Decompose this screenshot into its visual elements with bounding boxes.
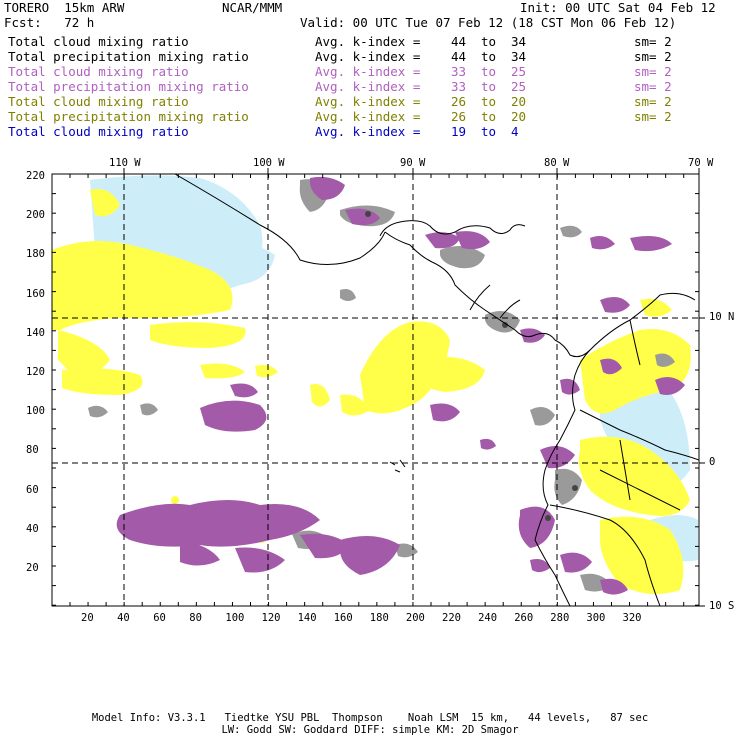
x-grid-label: 60 bbox=[153, 612, 166, 624]
lat-lon-grid bbox=[52, 174, 699, 606]
y-grid-label: 140 bbox=[26, 326, 45, 339]
legend-to-word: to bbox=[481, 64, 497, 79]
y-grid-label: 200 bbox=[26, 209, 45, 222]
legend-stat: Avg. k-index = bbox=[315, 34, 421, 49]
x-grid-label: 260 bbox=[514, 612, 534, 624]
legend-to-word: to bbox=[481, 34, 497, 49]
legend-from: 26 bbox=[451, 94, 467, 109]
forecast-hour: Fcst: 72 h bbox=[4, 15, 95, 30]
legend-to-word: to bbox=[481, 94, 497, 109]
legend-stat: Avg. k-index = bbox=[315, 94, 421, 109]
y-grid-label: 80 bbox=[26, 444, 39, 457]
x-grid-label: 80 bbox=[189, 612, 202, 624]
legend-sm: sm= 2 bbox=[634, 34, 672, 49]
legend-sm: sm= 2 bbox=[634, 49, 672, 64]
legend-to: 25 bbox=[511, 64, 527, 79]
legend-sm: sm= 2 bbox=[634, 79, 672, 94]
legend-to-word: to bbox=[481, 79, 497, 94]
yellow-field bbox=[52, 189, 691, 594]
legend-to: 4 bbox=[511, 124, 519, 139]
model-title: TORERO 15km ARW bbox=[4, 0, 125, 15]
x-grid-label: 280 bbox=[550, 612, 570, 624]
legend-field: Total precipitation mixing ratio bbox=[8, 79, 249, 94]
x-grid-label: 180 bbox=[369, 612, 389, 624]
y-grid-label: 220 bbox=[26, 170, 45, 182]
purple-field bbox=[116, 176, 685, 595]
lon-label-80w: 80 W bbox=[544, 157, 570, 169]
legend-from: 44 bbox=[451, 34, 467, 49]
legend-field: Total precipitation mixing ratio bbox=[8, 109, 249, 124]
lat-label-0: 0 bbox=[709, 456, 716, 468]
y-grid-label: 160 bbox=[26, 287, 45, 300]
x-grid-label: 160 bbox=[333, 612, 353, 624]
dark-cores bbox=[365, 211, 578, 521]
valid-time: Valid: 00 UTC Tue 07 Feb 12 (18 CST Mon … bbox=[300, 15, 677, 30]
y-grid-label: 20 bbox=[26, 562, 39, 574]
x-grid-label: 100 bbox=[225, 612, 245, 624]
lon-label-100w: 100 W bbox=[253, 157, 285, 169]
legend-to: 34 bbox=[511, 49, 527, 64]
lat-label-10s: 10 S bbox=[709, 600, 735, 612]
legend-to: 25 bbox=[511, 79, 527, 94]
legend-field: Total cloud mixing ratio bbox=[8, 124, 189, 139]
legend-field: Total precipitation mixing ratio bbox=[8, 49, 249, 64]
legend-field: Total cloud mixing ratio bbox=[8, 34, 189, 49]
legend-sm: sm= 2 bbox=[634, 109, 672, 124]
legend-from: 19 bbox=[451, 124, 467, 139]
y-grid-label: 180 bbox=[26, 248, 45, 261]
lat-label-10n: 10 N bbox=[709, 311, 735, 323]
legend-stat: Avg. k-index = bbox=[315, 64, 421, 79]
legend-to: 20 bbox=[511, 109, 527, 124]
legend-to-word: to bbox=[481, 124, 497, 139]
legend-stat: Avg. k-index = bbox=[315, 79, 421, 94]
legend-from: 33 bbox=[451, 79, 467, 94]
lon-label-90w: 90 W bbox=[400, 157, 426, 169]
y-grid-label: 100 bbox=[26, 405, 45, 418]
x-grid-label: 40 bbox=[117, 612, 130, 624]
x-grid-label: 320 bbox=[622, 612, 642, 624]
legend-sm: sm= 2 bbox=[634, 64, 672, 79]
legend-from: 26 bbox=[451, 109, 467, 124]
lon-label-70w: 70 W bbox=[688, 157, 714, 169]
lon-label-110w: 110 W bbox=[109, 157, 141, 169]
legend-stat: Avg. k-index = bbox=[315, 49, 421, 64]
legend-stat: Avg. k-index = bbox=[315, 124, 421, 139]
center-name: NCAR/MMM bbox=[222, 0, 283, 15]
legend-field: Total cloud mixing ratio bbox=[8, 64, 189, 79]
model-info-line2: LW: Godd SW: Goddard DIFF: simple KM: 2D… bbox=[221, 724, 519, 736]
x-grid-label: 120 bbox=[261, 612, 281, 624]
y-grid-label: 120 bbox=[26, 366, 45, 378]
x-grid-label: 300 bbox=[586, 612, 606, 624]
y-grid-label: 60 bbox=[26, 483, 39, 496]
legend-to: 20 bbox=[511, 94, 527, 109]
model-info-line1: Model Info: V3.3.1 Tiedtke YSU PBL Thomp… bbox=[91, 712, 649, 724]
legend-from: 33 bbox=[451, 64, 467, 79]
x-grid-label: 140 bbox=[297, 612, 317, 624]
legend-from: 44 bbox=[451, 49, 467, 64]
x-grid-label: 220 bbox=[442, 612, 461, 624]
legend-to-word: to bbox=[481, 109, 497, 124]
legend-to-word: to bbox=[481, 49, 497, 64]
init-time: Init: 00 UTC Sat 04 Feb 12 bbox=[520, 0, 716, 15]
x-grid-label: 20 bbox=[81, 612, 94, 624]
x-grid-label: 240 bbox=[478, 612, 498, 624]
legend-stat: Avg. k-index = bbox=[315, 109, 421, 124]
y-grid-label: 40 bbox=[26, 522, 39, 535]
tick-marks bbox=[52, 168, 705, 607]
legend-sm: sm= 2 bbox=[634, 94, 672, 109]
legend-to: 34 bbox=[511, 34, 527, 49]
legend-field: Total cloud mixing ratio bbox=[8, 94, 189, 109]
x-grid-label: 200 bbox=[405, 612, 425, 624]
